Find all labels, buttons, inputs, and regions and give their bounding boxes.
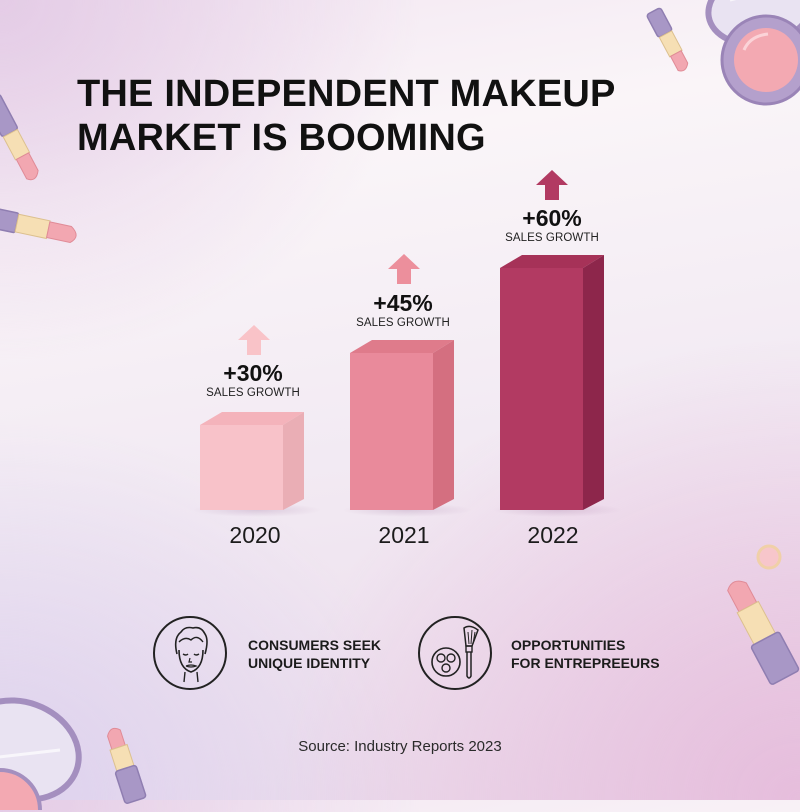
makeup-palette-brush-icon [418, 616, 492, 690]
feature-text: OPPORTUNITIES FOR ENTREPREEURS [511, 637, 660, 671]
lipstick-icon [0, 207, 77, 244]
source-note: Source: Industry Reports 2023 [298, 738, 502, 755]
year-label: 2022 [527, 522, 579, 548]
feature-text: CONSUMERS SEEK UNIQUE IDENTITY [248, 637, 382, 671]
growth-value: +60% [522, 205, 582, 231]
bar-column [350, 340, 454, 510]
year-label: 2021 [378, 522, 430, 548]
growth-value: +45% [373, 290, 433, 316]
year-label: 2020 [229, 522, 281, 548]
lipstick-icon [646, 7, 689, 72]
lipstick-icon [0, 93, 39, 181]
up-arrow-icon [238, 325, 270, 355]
growth-label: SALES GROWTH [356, 317, 450, 329]
up-arrow-icon [536, 170, 568, 200]
lipstick-icon [107, 727, 147, 804]
page-title: THE INDEPENDENT MAKEUP MARKET IS BOOMING [77, 73, 616, 159]
compact-mirror-icon [705, 0, 800, 106]
compact-powder-icon [756, 544, 782, 570]
growth-label: SALES GROWTH [505, 232, 599, 244]
lipstick-icon [727, 580, 800, 685]
up-arrow-icon [388, 254, 420, 284]
bar-column [500, 255, 604, 510]
bar-column [200, 412, 304, 510]
growth-value: +30% [223, 360, 283, 386]
woman-face-icon [153, 616, 227, 690]
growth-label: SALES GROWTH [206, 387, 300, 399]
